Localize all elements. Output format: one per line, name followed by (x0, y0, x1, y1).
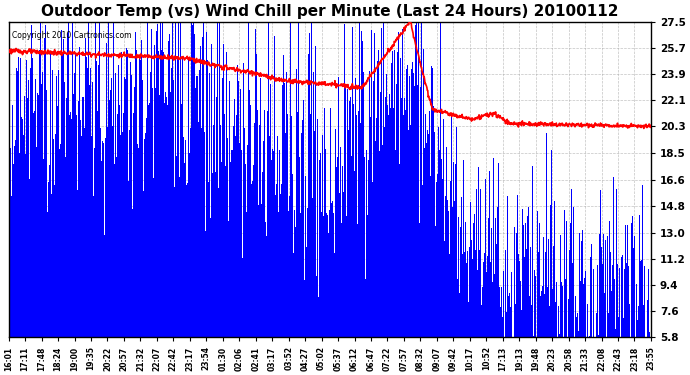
Title: Outdoor Temp (vs) Wind Chill per Minute (Last 24 Hours) 20100112: Outdoor Temp (vs) Wind Chill per Minute … (41, 4, 618, 19)
Text: Copyright 2010 Cartronics.com: Copyright 2010 Cartronics.com (12, 31, 131, 40)
